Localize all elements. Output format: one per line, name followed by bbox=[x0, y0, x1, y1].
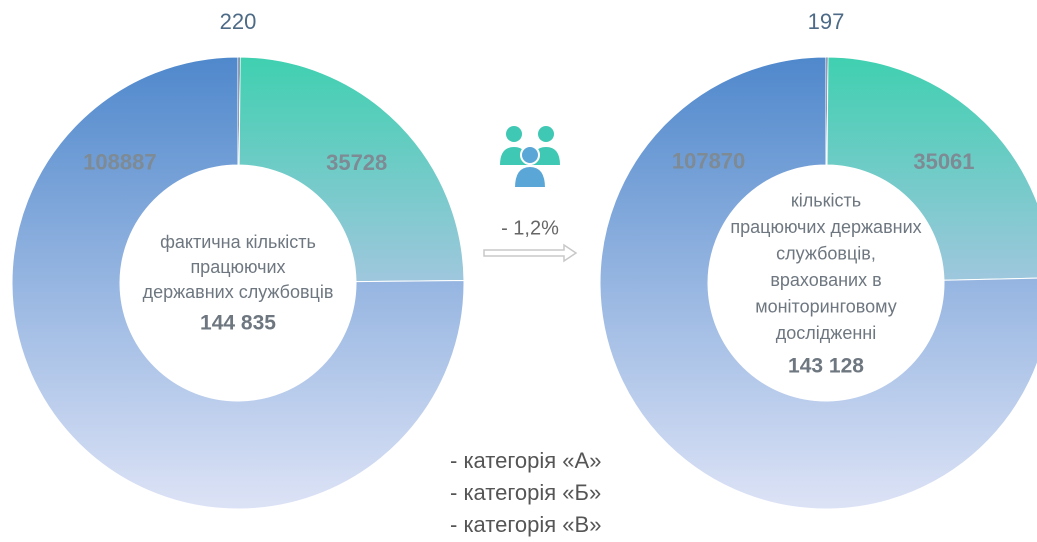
value-label: 35728 bbox=[326, 150, 387, 175]
legend-entry: - категорія «В» bbox=[450, 512, 601, 537]
value-label: 35061 bbox=[913, 149, 974, 174]
donut-hole bbox=[121, 166, 355, 400]
change-label: - 1,2% bbox=[501, 217, 559, 239]
arrow bbox=[483, 243, 578, 263]
center-text: державних службовців bbox=[143, 282, 334, 302]
donut-hole bbox=[709, 166, 943, 400]
donut-slice bbox=[599, 56, 1037, 510]
center-text: службовців, bbox=[776, 244, 876, 264]
center-text: працюючих державних bbox=[730, 217, 921, 237]
people-icon bbox=[500, 126, 560, 189]
legend-entry: - категорія «А» bbox=[450, 448, 601, 473]
value-label: 107870 bbox=[672, 149, 745, 174]
center-text: моніторинговому bbox=[755, 297, 897, 317]
center-total: 144 835 bbox=[200, 312, 276, 335]
donut-slice bbox=[11, 56, 465, 510]
center-text: фактична кількість bbox=[160, 232, 316, 252]
center-text: працюючих bbox=[190, 257, 285, 277]
value-label: 197 bbox=[808, 9, 845, 34]
center-total: 143 128 bbox=[788, 354, 864, 377]
legend-entry: - категорія «Б» bbox=[450, 480, 601, 505]
donut-slice bbox=[238, 56, 465, 283]
center-text: кількість bbox=[791, 191, 861, 211]
value-label: 220 bbox=[220, 9, 257, 34]
center-text: дослідженні bbox=[776, 323, 876, 343]
center-text: врахованих в bbox=[770, 270, 881, 290]
donut-slice bbox=[826, 56, 1037, 281]
value-label: 108887 bbox=[83, 149, 156, 174]
